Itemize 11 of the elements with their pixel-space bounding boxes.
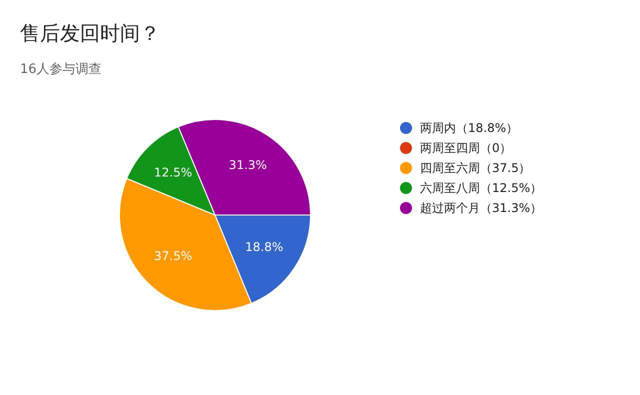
legend-label: 两周内（18.8%） [420, 120, 518, 136]
legend-label: 两周至四周（0） [420, 140, 512, 156]
data-label: 37.5% [154, 248, 192, 263]
data-label: 12.5% [154, 165, 192, 180]
legend-label: 四周至六周（37.5） [420, 160, 531, 176]
legend-label: 六周至八周（12.5%） [420, 180, 542, 196]
chart-subtitle: 16人参与调查 [20, 61, 102, 78]
legend-label: 超过两个月（31.3%） [420, 200, 542, 216]
data-label: 18.8% [245, 240, 284, 254]
data-label: 31.3% [228, 158, 267, 172]
chart-title: 售后发回时间？ [20, 20, 160, 47]
